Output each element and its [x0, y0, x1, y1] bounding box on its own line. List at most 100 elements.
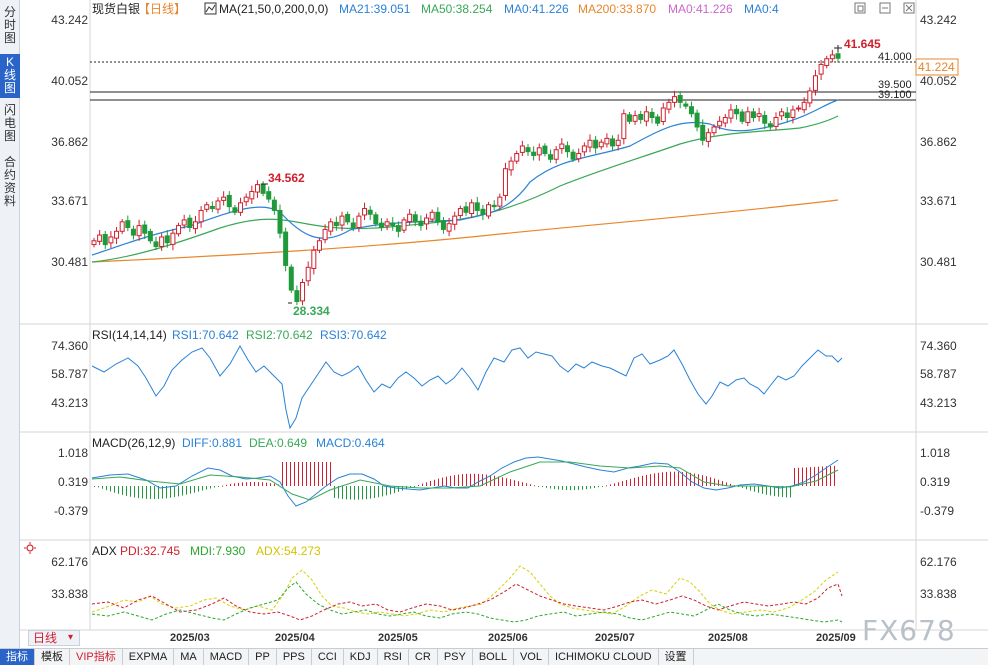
- toolbar-item-13[interactable]: BOLL: [473, 649, 514, 665]
- candle-body: [745, 111, 751, 123]
- macd-bar: [250, 482, 251, 486]
- macd-bar: [666, 471, 667, 486]
- candle-body: [480, 208, 486, 215]
- tab-flash-chart-char: 图: [3, 129, 16, 143]
- macd-bar: [118, 486, 119, 494]
- period-select[interactable]: 日线: [28, 630, 80, 646]
- macd-tick: -0.379: [920, 504, 954, 518]
- toolbar-item-14[interactable]: VOL: [514, 649, 549, 665]
- price-axis-right: 43.242 40.052 36.862 33.671 30.481: [920, 13, 957, 269]
- macd-bar: [810, 467, 811, 486]
- macd-bar: [430, 480, 431, 486]
- minimize-window-icon[interactable]: [879, 2, 891, 14]
- toolbar-item-7[interactable]: PPS: [277, 649, 312, 665]
- toolbar-item-0[interactable]: 指标: [0, 649, 35, 665]
- tab-contract-info[interactable]: 合 约 资 料: [0, 156, 20, 212]
- macd-bar: [122, 486, 123, 495]
- macd-bar: [610, 484, 611, 486]
- macd-bar: [414, 486, 415, 487]
- toolbar-item-3[interactable]: EXPMA: [123, 649, 175, 665]
- macd-bar: [142, 486, 143, 499]
- candle-body: [142, 224, 148, 234]
- macd-bar: [458, 474, 459, 486]
- candle-body: [688, 106, 694, 115]
- level-label-41: 41.000: [878, 51, 912, 63]
- close-window-icon[interactable]: [903, 2, 915, 14]
- macd-bar: [498, 476, 499, 486]
- macd-bar: [594, 486, 595, 488]
- toolbar-item-2[interactable]: VIP指标: [70, 649, 123, 665]
- tab-contract-info-char: 合: [3, 155, 16, 169]
- chart-settings-icon[interactable]: [204, 2, 217, 15]
- macd-bar: [150, 486, 151, 499]
- toolbar-item-4[interactable]: MA: [174, 649, 204, 665]
- macd-bar: [422, 483, 423, 486]
- candle-body: [395, 225, 401, 232]
- toolbar-item-11[interactable]: CR: [409, 649, 438, 665]
- macd-bar: [542, 486, 543, 488]
- candle-body: [548, 154, 554, 160]
- candle-body: [525, 147, 531, 153]
- toolbar-item-15[interactable]: ICHIMOKU CLOUD: [549, 649, 659, 665]
- candle-body: [209, 205, 215, 210]
- macd-bar: [518, 481, 519, 486]
- candle-body: [271, 199, 277, 211]
- macd-bar: [190, 486, 191, 494]
- toolbar-item-12[interactable]: PSY: [438, 649, 473, 665]
- date-label: 2025/05: [378, 632, 418, 644]
- toolbar-item-1[interactable]: 模板: [35, 649, 70, 665]
- candle-body: [215, 200, 221, 210]
- candle-body: [621, 113, 627, 140]
- tab-kline-chart[interactable]: K 线 图: [0, 54, 20, 98]
- symbol-title: 现货白银: [92, 1, 140, 16]
- candle-body: [221, 196, 227, 201]
- tab-flash-chart-char: 闪: [3, 103, 16, 117]
- macd-bar: [470, 473, 471, 486]
- macd-bar: [382, 486, 383, 497]
- current-price-tag: [915, 58, 959, 76]
- macd-bar: [274, 483, 275, 486]
- macd-bar: [262, 482, 263, 486]
- toolbar-item-16[interactable]: 设置: [659, 649, 694, 665]
- macd-bar: [662, 472, 663, 486]
- macd-bar: [374, 486, 375, 499]
- toolbar-item-10[interactable]: RSI: [378, 649, 409, 665]
- left-tab-bar: 分 时 图 K 线 图 闪 电 图 合 约 资 料: [0, 0, 20, 648]
- sun-icon[interactable]: [24, 542, 36, 554]
- macd-bar: [778, 486, 779, 497]
- toolbar-item-6[interactable]: PP: [249, 649, 277, 665]
- candle-body: [283, 231, 289, 266]
- macd-bar: [486, 474, 487, 486]
- candle-body: [514, 153, 520, 162]
- candle-body: [260, 183, 266, 194]
- macd-bar: [282, 462, 283, 486]
- diff-line: [91, 456, 839, 507]
- macd-bar: [170, 486, 171, 498]
- macd-bar: [106, 486, 107, 491]
- candle-body: [384, 221, 390, 227]
- macd-bar: [290, 462, 291, 486]
- macd-bar: [362, 486, 363, 500]
- macd-bar: [834, 465, 835, 486]
- macd-bar: [110, 486, 111, 492]
- candle-body: [418, 220, 424, 227]
- macd-bar: [650, 474, 651, 486]
- macd-bar: [710, 477, 711, 486]
- kline-chart-area[interactable]: 现货白银 【日线】 MA(21,50,0,200,0,0) MA21:39.05…: [20, 0, 988, 648]
- toolbar-item-9[interactable]: KDJ: [344, 649, 378, 665]
- candle-body: [288, 266, 294, 291]
- tab-time-chart[interactable]: 分 时 图: [0, 6, 20, 48]
- tab-flash-chart[interactable]: 闪 电 图: [0, 104, 20, 146]
- toolbar-item-5[interactable]: MACD: [204, 649, 250, 665]
- macd-bar: [782, 486, 783, 498]
- macd-bar: [510, 479, 511, 486]
- macd-bar: [450, 475, 451, 486]
- candle-body: [508, 160, 514, 171]
- toolbar-item-8[interactable]: CCI: [312, 649, 344, 665]
- macd-bar: [102, 486, 103, 489]
- restore-window-icon[interactable]: [854, 2, 866, 14]
- macd-bar: [246, 482, 247, 486]
- candle-body: [170, 232, 176, 245]
- price-tick: 40.052: [51, 74, 88, 88]
- macd-bar: [98, 486, 99, 488]
